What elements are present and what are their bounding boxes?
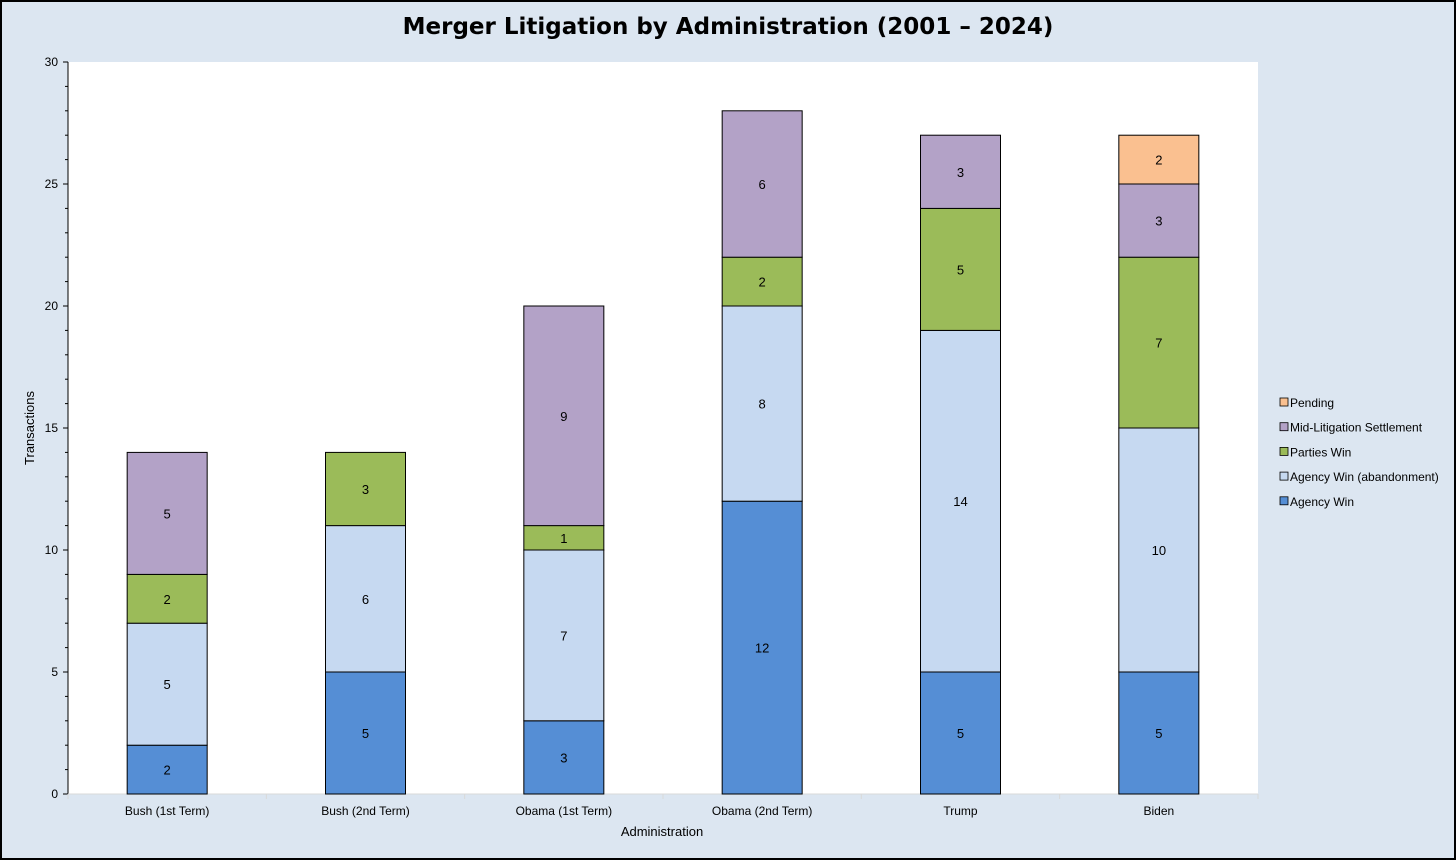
bar-segment bbox=[523, 720, 605, 795]
y-tick-label: 5 bbox=[51, 665, 58, 679]
y-axis-title: Transactions bbox=[22, 391, 37, 465]
x-tick-label: Obama (2nd Term) bbox=[712, 804, 812, 818]
data-label: 5 bbox=[957, 726, 964, 741]
bar-segment bbox=[126, 573, 208, 624]
data-label: 1 bbox=[560, 531, 567, 546]
x-axis-title: Administration bbox=[621, 824, 703, 839]
bar-segment bbox=[126, 451, 208, 575]
bar-segment bbox=[1118, 256, 1200, 429]
bars: 2 5 2 5 5 6 3 3 7 1 9 12 8 2 6 5 14 5 3 5 10 7 3 2 bbox=[126, 110, 1200, 795]
bar-segment bbox=[721, 110, 803, 258]
legend-swatch bbox=[1279, 496, 1289, 506]
data-label: 2 bbox=[164, 592, 171, 607]
data-label: 9 bbox=[560, 409, 567, 424]
bar-segment bbox=[721, 500, 803, 795]
data-label: 3 bbox=[362, 482, 369, 497]
bar-segment bbox=[920, 329, 1001, 673]
bar-segment bbox=[721, 305, 803, 502]
x-tick-label: Trump bbox=[943, 804, 978, 818]
data-label: 5 bbox=[957, 262, 964, 277]
y-tick-label: 10 bbox=[45, 543, 59, 557]
data-label: 14 bbox=[953, 494, 967, 509]
bar-segment bbox=[920, 207, 1001, 331]
bar-segment bbox=[523, 549, 605, 722]
bar-segment bbox=[126, 744, 208, 795]
legend-swatch bbox=[1279, 422, 1289, 432]
legend-swatch bbox=[1279, 397, 1289, 407]
legend-label: Pending bbox=[1290, 396, 1334, 410]
bar-segment bbox=[325, 671, 406, 795]
data-label: 5 bbox=[164, 506, 171, 521]
x-tick-label: Obama (1st Term) bbox=[516, 804, 612, 818]
bar-segment bbox=[523, 305, 605, 527]
plot-area bbox=[68, 62, 1258, 794]
y-axis: 0 5 10 15 20 25 30 bbox=[45, 55, 69, 801]
data-label: 2 bbox=[759, 275, 766, 290]
bar-segment bbox=[126, 622, 208, 746]
legend-swatch bbox=[1279, 446, 1289, 456]
data-label: 5 bbox=[362, 726, 369, 741]
legend-label: Agency Win bbox=[1290, 495, 1354, 509]
legend-label: Parties Win bbox=[1290, 445, 1351, 459]
y-tick-label: 20 bbox=[45, 299, 59, 313]
y-tick-label: 30 bbox=[45, 55, 59, 69]
bar-segment bbox=[1118, 134, 1200, 185]
y-tick-label: 15 bbox=[45, 421, 59, 435]
data-label: 6 bbox=[759, 177, 766, 192]
data-label: 3 bbox=[1155, 214, 1162, 229]
x-tick-label: Biden bbox=[1143, 804, 1174, 818]
bar-segment bbox=[1118, 671, 1200, 795]
bar-segment bbox=[721, 256, 803, 307]
x-tick-label: Bush (1st Term) bbox=[125, 804, 209, 818]
bar-segment bbox=[523, 525, 605, 551]
data-label: 12 bbox=[755, 641, 769, 656]
y-tick-label: 0 bbox=[51, 787, 58, 801]
bar-segment bbox=[1118, 183, 1200, 258]
legend-label: Agency Win (abandonment) bbox=[1290, 470, 1439, 484]
legend-swatch bbox=[1279, 471, 1289, 481]
data-label: 3 bbox=[957, 165, 964, 180]
bar-segment bbox=[325, 451, 406, 527]
data-label: 10 bbox=[1152, 543, 1166, 558]
data-label: 8 bbox=[759, 397, 766, 412]
data-label: 2 bbox=[1155, 153, 1162, 168]
bar-segment bbox=[920, 671, 1001, 795]
bar-segment bbox=[920, 134, 1001, 209]
y-tick-label: 25 bbox=[45, 177, 59, 191]
x-axis: Bush (1st Term) Bush (2nd Term) Obama (1st… bbox=[67, 793, 1259, 818]
data-label: 3 bbox=[560, 750, 567, 765]
x-tick-label: Bush (2nd Term) bbox=[321, 804, 409, 818]
data-label: 7 bbox=[560, 628, 567, 643]
chart-title: Merger Litigation by Administration (200… bbox=[402, 14, 1054, 40]
legend-label: Mid-Litigation Settlement bbox=[1290, 421, 1423, 435]
data-label: 7 bbox=[1155, 336, 1162, 351]
data-label: 5 bbox=[1155, 726, 1162, 741]
data-label: 6 bbox=[362, 592, 369, 607]
data-label: 2 bbox=[164, 763, 171, 778]
legend: Pending Mid-Litigation Settlement Parties … bbox=[1279, 396, 1439, 509]
data-label: 5 bbox=[164, 677, 171, 692]
